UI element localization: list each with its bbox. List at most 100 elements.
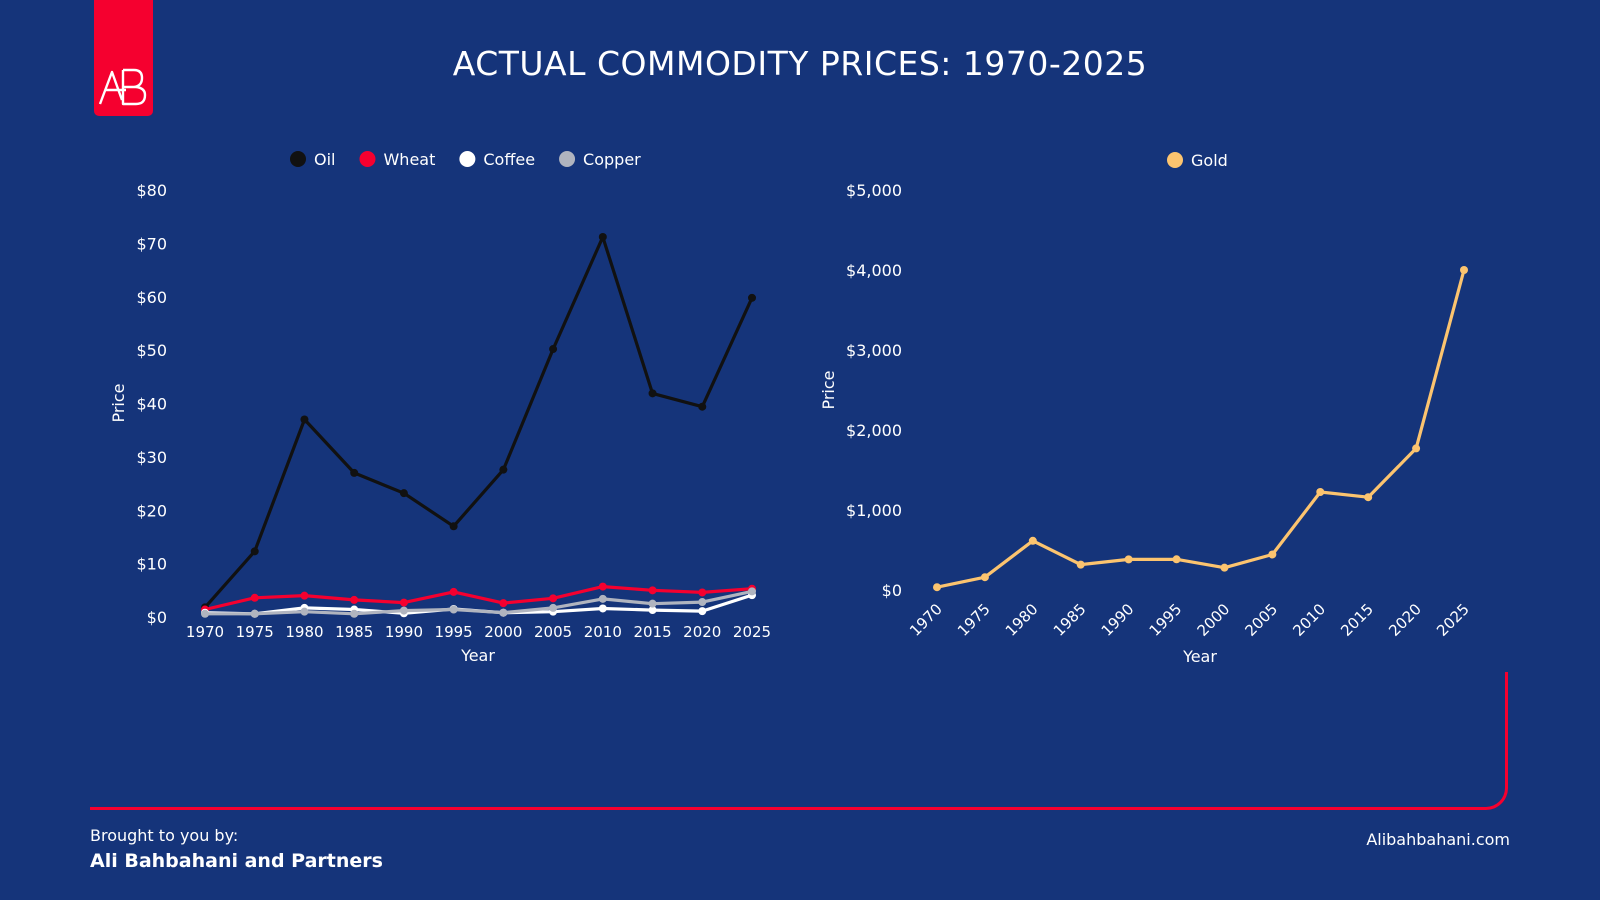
x-tick-label: 2005: [1241, 600, 1281, 640]
footer-divider: [90, 672, 1508, 810]
data-point-oil: [698, 402, 707, 411]
x-tick-label: 2025: [1433, 600, 1473, 640]
data-point-gold: [933, 583, 941, 592]
x-tick-label: 1985: [335, 623, 373, 641]
data-point-gold: [1124, 555, 1133, 564]
x-tick-label: 1990: [385, 623, 423, 641]
legend-label: Oil: [314, 150, 335, 169]
x-tick-label: 2025: [733, 623, 771, 641]
data-point-gold: [1412, 444, 1421, 453]
data-point-copper: [399, 606, 408, 615]
legend-marker: [1167, 152, 1183, 168]
data-point-copper: [549, 603, 558, 612]
data-point-wheat: [350, 595, 359, 604]
data-point-copper: [598, 594, 607, 603]
x-tick-label: 1970: [186, 623, 224, 641]
x-tick-label: 2015: [1337, 600, 1377, 640]
data-point-wheat: [499, 599, 508, 608]
y-tick-label: $3,000: [846, 341, 902, 360]
y-tick-label: $1,000: [846, 501, 902, 520]
data-point-oil: [350, 468, 359, 477]
data-point-wheat: [250, 593, 259, 602]
y-tick-label: $50: [136, 341, 167, 360]
data-point-oil: [748, 293, 756, 302]
y-tick-label: $20: [136, 501, 167, 520]
x-tick-label: 2020: [1385, 600, 1425, 640]
data-point-wheat: [300, 591, 309, 600]
data-point-gold: [1364, 493, 1373, 502]
data-point-wheat: [399, 598, 408, 607]
x-tick-label: 1985: [1050, 600, 1090, 640]
data-point-copper: [748, 587, 756, 596]
x-tick-label: 2020: [683, 623, 721, 641]
y-tick-label: $2,000: [846, 421, 902, 440]
data-point-coffee: [698, 607, 707, 616]
x-tick-label: 1990: [1098, 600, 1138, 640]
series-line-wheat: [203, 584, 754, 612]
data-point-copper: [449, 605, 458, 614]
x-tick-label: 2010: [584, 623, 622, 641]
x-axis-label: Year: [460, 646, 495, 665]
data-point-gold: [1268, 550, 1277, 559]
y-axis-label: Price: [819, 370, 838, 409]
x-tick-label: 1995: [435, 623, 473, 641]
x-tick-label: 1975: [954, 600, 994, 640]
x-axis-label: Year: [1182, 647, 1217, 666]
y-axis-label: Price: [109, 383, 128, 422]
data-point-gold: [1220, 563, 1229, 572]
legend-marker: [459, 151, 476, 167]
x-tick-label: 2010: [1289, 600, 1329, 640]
legend-label: Wheat: [383, 150, 435, 169]
legend-marker: [559, 151, 576, 167]
data-point-oil: [250, 547, 259, 556]
y-tick-label: $40: [136, 395, 167, 414]
page-title: ACTUAL COMMODITY PRICES: 1970-2025: [452, 44, 1148, 83]
data-point-copper: [201, 609, 209, 618]
y-tick-label: $80: [136, 181, 167, 200]
data-point-coffee: [648, 606, 657, 615]
x-tick-label: 2000: [484, 623, 522, 641]
x-tick-label: 2015: [633, 623, 671, 641]
data-point-copper: [499, 608, 508, 617]
data-point-wheat: [549, 594, 558, 603]
footer-intro: Brought to you by:: [90, 826, 239, 845]
footer-company: Ali Bahbahani and Partners: [90, 850, 383, 872]
data-point-copper: [250, 609, 259, 618]
y-tick-label: $60: [136, 288, 167, 307]
data-point-oil: [499, 465, 508, 474]
x-tick-label: 2000: [1194, 600, 1234, 640]
data-point-coffee: [598, 604, 607, 613]
data-point-oil: [399, 489, 408, 498]
footer-website-link[interactable]: Alibahbahani.com: [1366, 830, 1510, 849]
data-point-oil: [549, 345, 558, 354]
y-tick-label: $30: [136, 448, 167, 467]
series-line-copper: [203, 589, 754, 616]
y-tick-label: $0: [147, 608, 167, 627]
legend-label: Gold: [1191, 151, 1228, 170]
series-line-gold: [935, 268, 1466, 589]
data-point-wheat: [648, 586, 657, 595]
commodity-price-chart: $0 $10 $20 $30 $40 $50 $60 $70 $80 1970 1975 1980 19…: [109, 150, 771, 665]
brand-logo: AB: [94, 0, 153, 116]
data-point-copper: [350, 609, 359, 618]
data-point-gold: [1076, 560, 1085, 569]
gold-price-chart: $0 $1,000 $2,000 $3,000 $4,000 $5,000 1970 1975…: [819, 151, 1473, 666]
data-point-oil: [449, 522, 458, 531]
y-tick-label: $5,000: [846, 181, 902, 200]
data-point-copper: [648, 599, 657, 608]
x-tick-label: 1995: [1146, 600, 1186, 640]
data-point-wheat: [598, 582, 607, 591]
data-point-gold: [1316, 488, 1325, 496]
x-tick-label: 1980: [285, 623, 323, 641]
series-line-oil: [203, 235, 754, 610]
data-point-wheat: [698, 588, 707, 597]
y-tick-label: $70: [136, 234, 167, 253]
data-point-copper: [300, 607, 309, 616]
data-point-oil: [598, 232, 607, 241]
y-tick-label: $4,000: [846, 261, 902, 280]
legend-marker: [290, 151, 306, 167]
x-tick-label: 2005: [534, 623, 572, 641]
legend-marker: [359, 151, 376, 167]
data-point-gold: [1460, 266, 1468, 274]
data-point-gold: [1028, 536, 1037, 545]
